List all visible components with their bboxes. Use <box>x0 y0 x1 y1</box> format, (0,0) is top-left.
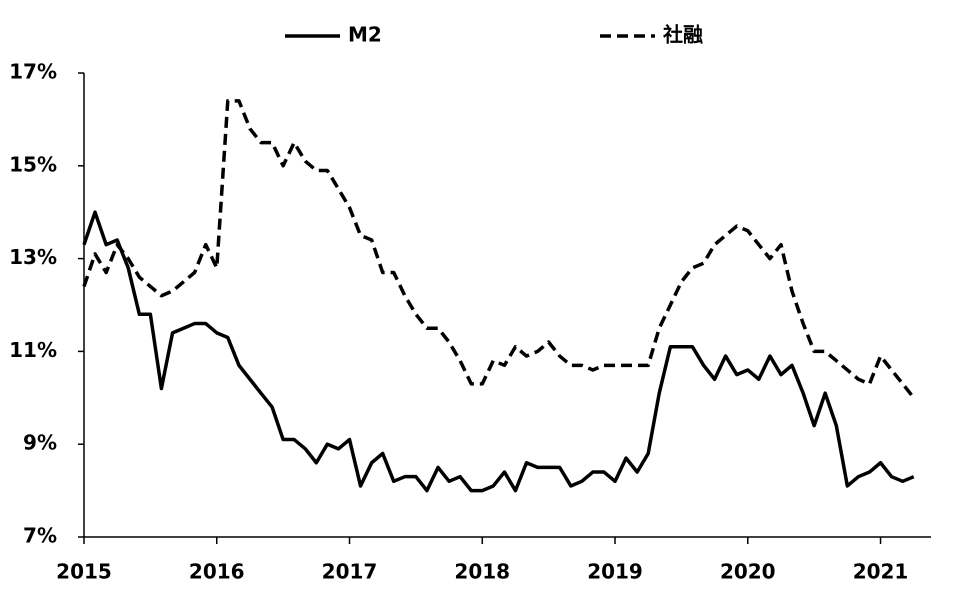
series-line <box>82 210 915 493</box>
y-tick-label: 11% <box>9 338 57 362</box>
y-tick-label: 7% <box>23 524 57 548</box>
series-line <box>82 99 916 399</box>
y-tick-label: 17% <box>9 60 57 84</box>
y-tick-label: 13% <box>9 245 57 269</box>
x-tick-label: 2020 <box>720 560 776 584</box>
legend-label: M2 <box>348 23 382 47</box>
x-tick-label: 2021 <box>853 560 909 584</box>
x-tick-label: 2019 <box>587 560 643 584</box>
x-tick-label: 2016 <box>189 560 245 584</box>
x-tick-label: 2015 <box>56 560 112 584</box>
y-tick-label: 9% <box>23 431 57 455</box>
legend-label: 社融 <box>662 23 703 47</box>
y-tick-label: 15% <box>9 152 57 176</box>
x-tick-label: 2017 <box>322 560 378 584</box>
x-tick-label: 2018 <box>454 560 510 584</box>
